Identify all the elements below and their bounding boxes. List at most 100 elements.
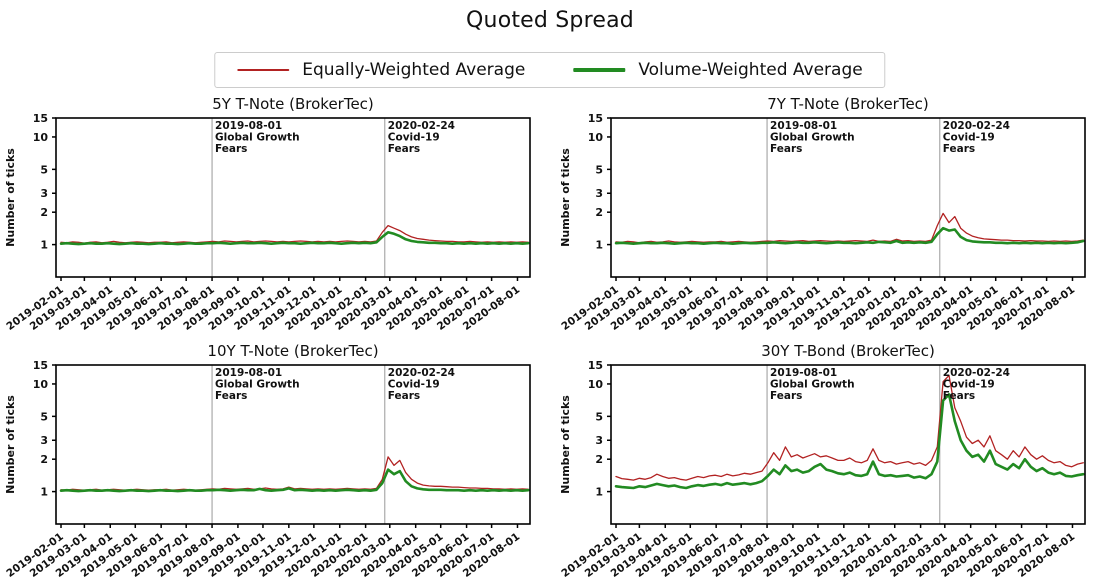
- event-annotation-line: Global Growth: [215, 132, 299, 144]
- y-tick-label: 3: [40, 187, 48, 200]
- subplot-title: 10Y T-Note (BrokerTec): [207, 342, 378, 360]
- y-tick-label: 2: [40, 453, 48, 466]
- series-line-volume-weighted: [614, 393, 1085, 490]
- axes-frame: [55, 117, 531, 278]
- y-tick-label: 1: [40, 239, 48, 252]
- y-axis-label: Number of ticks: [4, 148, 17, 247]
- y-tick-label: 15: [33, 359, 48, 372]
- y-tick-label: 2: [40, 206, 48, 219]
- event-lines: [211, 365, 386, 524]
- y-tick-label: 5: [40, 163, 48, 176]
- series-line-volume-weighted: [59, 231, 530, 246]
- series-line-equally-weighted: [60, 456, 529, 491]
- y-tick-label: 1: [40, 486, 48, 499]
- event-annotation-line: 2020-02-24: [388, 120, 455, 132]
- event-annotation-line: Fears: [943, 143, 975, 155]
- legend-label-volume-weighted: Volume-Weighted Average: [638, 60, 863, 80]
- y-axis: 1 2 3 5 10 15 Number of ticks: [4, 359, 56, 499]
- plot-canvas: 7Y T-Note (BrokerTec) 1 2 3 5 10 15 Number of t…: [559, 95, 1086, 333]
- axes-frame: [610, 364, 1086, 525]
- plot-canvas: 30Y T-Bond (BrokerTec) 1 2 3 5 10 15 Number of …: [559, 342, 1086, 580]
- series: [59, 224, 530, 246]
- legend: Equally-Weighted Average Volume-Weighted…: [214, 52, 886, 88]
- event-annotation-line: 2019-08-01: [215, 120, 282, 132]
- y-tick-label: 2: [595, 453, 603, 466]
- event-annotation-line: Fears: [943, 390, 975, 402]
- event-annotation-line: Fears: [215, 390, 247, 402]
- series: [614, 212, 1085, 245]
- event-annotation-line: Global Growth: [770, 379, 855, 391]
- page-title: Quoted Spread: [466, 8, 634, 33]
- green-line-swatch-icon: [573, 68, 626, 72]
- event-annotation-line: 2019-08-01: [770, 120, 837, 132]
- event-annotation-line: Covid-19: [943, 132, 995, 144]
- red-line-swatch-icon: [237, 69, 290, 71]
- x-axis: 2019-02-012019-03-012019-04-012019-05-01…: [559, 524, 1077, 580]
- y-axis: 1 2 3 5 10 15 Number of ticks: [4, 112, 56, 252]
- y-tick-label: 5: [595, 410, 603, 423]
- y-tick-label: 15: [588, 359, 603, 372]
- x-axis: 2019-02-012019-03-012019-04-012019-05-01…: [559, 277, 1077, 333]
- series: [59, 456, 530, 493]
- y-tick-label: 10: [33, 131, 49, 144]
- event-annotation-line: 2020-02-24: [943, 120, 1010, 132]
- event-annotation-line: Global Growth: [770, 132, 855, 144]
- event-annotation-line: 2020-02-24: [388, 367, 455, 379]
- legend-item-equally-weighted: Equally-Weighted Average: [237, 60, 525, 80]
- y-tick-label: 3: [40, 434, 48, 447]
- y-tick-label: 5: [40, 410, 48, 423]
- y-tick-label: 1: [595, 239, 603, 252]
- subplot-title: 5Y T-Note (BrokerTec): [212, 95, 374, 113]
- y-axis-label: Number of ticks: [559, 148, 572, 247]
- series-line-equally-weighted: [615, 212, 1084, 244]
- event-annotation-line: 2019-08-01: [215, 367, 282, 379]
- x-axis: 2019-02-012019-03-012019-04-012019-05-01…: [4, 524, 522, 580]
- subplot-30y-t-bond: 30Y T-Bond (BrokerTec) 1 2 3 5 10 15 Number of …: [555, 341, 1100, 580]
- event-annotation-line: Fears: [215, 143, 247, 155]
- y-tick-label: 10: [588, 131, 604, 144]
- y-tick-label: 15: [588, 112, 603, 125]
- y-axis-label: Number of ticks: [4, 395, 17, 494]
- event-annotation-line: Fears: [770, 143, 802, 155]
- y-axis: 1 2 3 5 10 15 Number of ticks: [559, 359, 611, 499]
- plot-canvas: 5Y T-Note (BrokerTec) 1 2 3 5 10 15 Number of t…: [4, 95, 531, 333]
- y-tick-label: 3: [595, 434, 603, 447]
- event-annotation-line: Fears: [388, 143, 420, 155]
- series-line-volume-weighted: [59, 468, 530, 493]
- y-axis: 1 2 3 5 10 15 Number of ticks: [559, 112, 611, 252]
- subplot-title: 7Y T-Note (BrokerTec): [767, 95, 929, 113]
- event-annotation-line: Fears: [770, 390, 802, 402]
- y-tick-label: 10: [588, 378, 604, 391]
- legend-item-volume-weighted: Volume-Weighted Average: [573, 60, 863, 80]
- y-tick-label: 2: [595, 206, 603, 219]
- y-tick-label: 3: [595, 187, 603, 200]
- series-line-volume-weighted: [614, 226, 1085, 245]
- subplot-10y-t-note: 10Y T-Note (BrokerTec) 1 2 3 5 10 15 Number of …: [0, 341, 545, 580]
- y-tick-label: 1: [595, 486, 603, 499]
- event-annotation-line: Covid-19: [943, 379, 995, 391]
- event-annotation-line: Fears: [388, 390, 420, 402]
- axes-frame: [610, 117, 1086, 278]
- y-tick-label: 5: [595, 163, 603, 176]
- subplot-7y-t-note: 7Y T-Note (BrokerTec) 1 2 3 5 10 15 Number of t…: [555, 94, 1100, 333]
- y-tick-label: 10: [33, 378, 49, 391]
- event-lines: [211, 118, 386, 277]
- event-annotation-line: Global Growth: [215, 379, 299, 391]
- series: [614, 374, 1085, 490]
- series-line-equally-weighted: [615, 374, 1084, 481]
- event-annotation-line: 2019-08-01: [770, 367, 837, 379]
- subplot-5y-t-note: 5Y T-Note (BrokerTec) 1 2 3 5 10 15 Number of t…: [0, 94, 545, 333]
- x-axis: 2019-02-012019-03-012019-04-012019-05-01…: [4, 277, 522, 333]
- event-annotation-line: Covid-19: [388, 379, 440, 391]
- plot-canvas: 10Y T-Note (BrokerTec) 1 2 3 5 10 15 Number of …: [4, 342, 531, 580]
- event-lines: [766, 118, 941, 277]
- event-annotation-line: Covid-19: [388, 132, 440, 144]
- legend-label-equally-weighted: Equally-Weighted Average: [302, 60, 526, 80]
- y-tick-label: 15: [33, 112, 48, 125]
- series-line-equally-weighted: [60, 224, 529, 244]
- event-annotation-line: 2020-02-24: [943, 367, 1010, 379]
- axes-frame: [55, 364, 531, 525]
